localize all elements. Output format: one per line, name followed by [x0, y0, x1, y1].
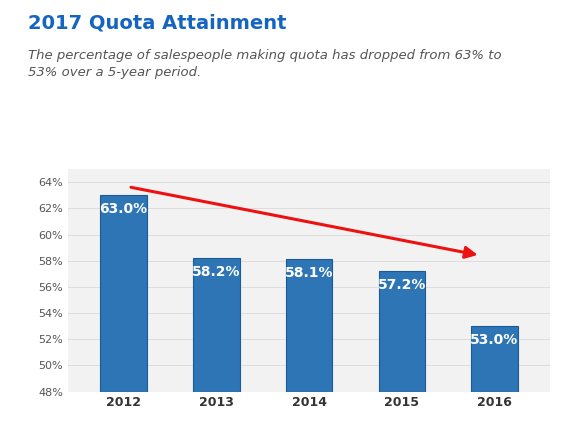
Bar [193, 258, 239, 392]
Bar [100, 195, 147, 392]
Text: 53.0%: 53.0% [470, 333, 518, 347]
Bar [379, 271, 425, 392]
Text: 63.0%: 63.0% [100, 202, 148, 216]
Text: 58.2%: 58.2% [192, 265, 240, 279]
Bar [471, 326, 518, 392]
Text: 2017 Quota Attainment: 2017 Quota Attainment [28, 13, 287, 32]
Bar [286, 259, 332, 392]
Text: 57.2%: 57.2% [378, 278, 426, 292]
Text: 58.1%: 58.1% [285, 266, 333, 280]
Text: The percentage of salespeople making quota has dropped from 63% to
53% over a 5-: The percentage of salespeople making quo… [28, 49, 502, 79]
